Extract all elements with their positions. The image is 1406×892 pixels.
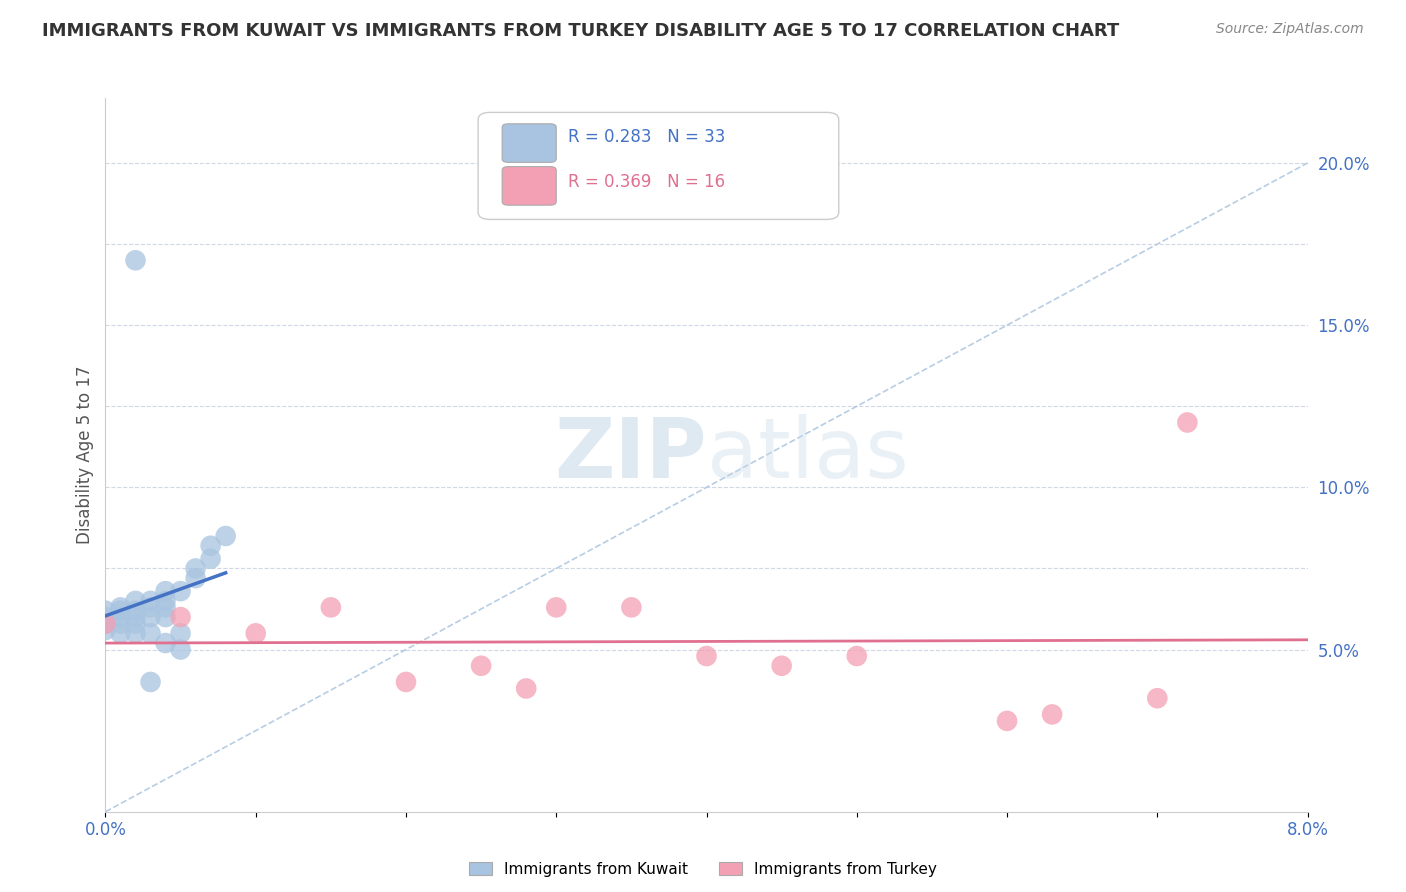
- Point: [139, 610, 162, 624]
- Point: [139, 600, 162, 615]
- Point: [995, 714, 1018, 728]
- Point: [184, 571, 207, 585]
- Point: [169, 584, 191, 599]
- Point: [124, 626, 146, 640]
- Point: [1175, 416, 1198, 430]
- Point: [124, 616, 146, 631]
- FancyBboxPatch shape: [502, 124, 557, 162]
- Point: [200, 539, 222, 553]
- Point: [770, 658, 793, 673]
- Point: [1146, 691, 1168, 706]
- Point: [696, 648, 718, 663]
- Point: [184, 561, 207, 575]
- Legend: Immigrants from Kuwait, Immigrants from Turkey: Immigrants from Kuwait, Immigrants from …: [461, 854, 945, 884]
- Point: [245, 626, 267, 640]
- Text: IMMIGRANTS FROM KUWAIT VS IMMIGRANTS FROM TURKEY DISABILITY AGE 5 TO 17 CORRELAT: IMMIGRANTS FROM KUWAIT VS IMMIGRANTS FRO…: [42, 22, 1119, 40]
- Point: [94, 616, 117, 631]
- Text: Source: ZipAtlas.com: Source: ZipAtlas.com: [1216, 22, 1364, 37]
- Point: [169, 610, 191, 624]
- Point: [124, 253, 146, 268]
- Point: [214, 529, 236, 543]
- Point: [169, 642, 191, 657]
- Point: [845, 648, 868, 663]
- Point: [200, 551, 222, 566]
- Text: ZIP: ZIP: [554, 415, 707, 495]
- Point: [110, 604, 132, 618]
- Point: [546, 600, 568, 615]
- Point: [94, 604, 117, 618]
- Point: [124, 604, 146, 618]
- Point: [94, 610, 117, 624]
- Point: [110, 600, 132, 615]
- Point: [110, 626, 132, 640]
- Point: [155, 594, 177, 608]
- Point: [94, 616, 117, 631]
- Text: R = 0.369   N = 16: R = 0.369 N = 16: [568, 173, 725, 191]
- Y-axis label: Disability Age 5 to 17: Disability Age 5 to 17: [76, 366, 94, 544]
- Point: [94, 623, 117, 637]
- Point: [124, 610, 146, 624]
- Point: [515, 681, 537, 696]
- Point: [110, 610, 132, 624]
- Point: [155, 600, 177, 615]
- Point: [155, 610, 177, 624]
- Text: atlas: atlas: [707, 415, 908, 495]
- Point: [124, 594, 146, 608]
- Point: [470, 658, 492, 673]
- Text: R = 0.283   N = 33: R = 0.283 N = 33: [568, 128, 725, 146]
- Point: [620, 600, 643, 615]
- Point: [319, 600, 342, 615]
- Point: [139, 675, 162, 690]
- Point: [155, 636, 177, 650]
- Point: [169, 626, 191, 640]
- Point: [139, 626, 162, 640]
- Point: [155, 584, 177, 599]
- Point: [139, 594, 162, 608]
- Point: [395, 675, 418, 690]
- FancyBboxPatch shape: [502, 167, 557, 205]
- Point: [1040, 707, 1063, 722]
- Point: [110, 616, 132, 631]
- FancyBboxPatch shape: [478, 112, 839, 219]
